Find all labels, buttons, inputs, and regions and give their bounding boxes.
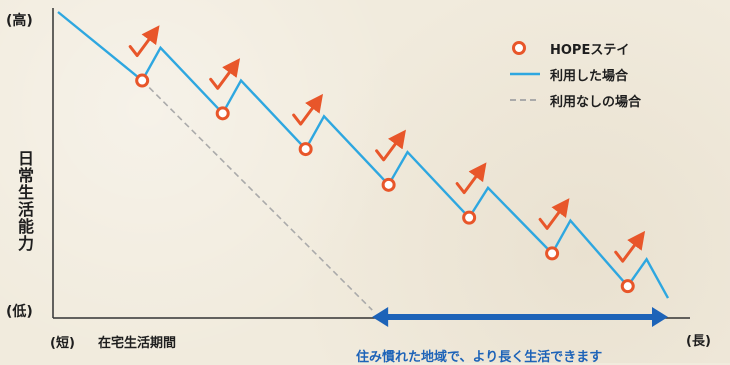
check-arrow-icon (375, 129, 406, 162)
check-arrow-icon (209, 58, 241, 90)
check-arrow-icon (292, 93, 324, 126)
stay-marker (545, 246, 560, 261)
arrow-left-icon (372, 307, 389, 327)
x-axis-high-label: (長) (686, 334, 711, 349)
check-arrow-icon (455, 162, 487, 195)
dashed-line-icon (510, 99, 540, 101)
x-axis-low-label: (短) (50, 336, 75, 351)
series-layer (57, 11, 670, 311)
stay-marker (215, 106, 230, 121)
circle-marker-icon (512, 41, 526, 55)
stay-marker (135, 73, 150, 88)
legend-label: 利用なしの場合 (550, 95, 642, 110)
legend-label: 利用した場合 (550, 69, 629, 84)
marker-layer (128, 25, 646, 294)
stay-marker (620, 279, 635, 294)
legend-label: HOPEステイ (550, 43, 630, 58)
annotation-layer (372, 307, 668, 327)
arrow-right-icon (652, 307, 668, 327)
annotation-text: 住み慣れた地域で、より長く生活できます (356, 350, 603, 365)
check-arrow-icon (614, 230, 646, 263)
stay-marker (298, 142, 313, 157)
series-line-0 (57, 11, 670, 299)
x-axis-title: 在宅生活期間 (98, 336, 177, 351)
stay-marker (381, 177, 396, 192)
series-line-1 (141, 79, 373, 311)
y-axis-title: 日常生活能力 (15, 150, 34, 252)
y-axis-high-label: (高) (6, 13, 33, 29)
check-arrow-icon (128, 25, 160, 58)
check-arrow-icon (538, 198, 570, 230)
solid-line-icon (510, 72, 540, 76)
stay-marker (462, 210, 477, 225)
y-axis-low-label: (低) (6, 304, 33, 320)
